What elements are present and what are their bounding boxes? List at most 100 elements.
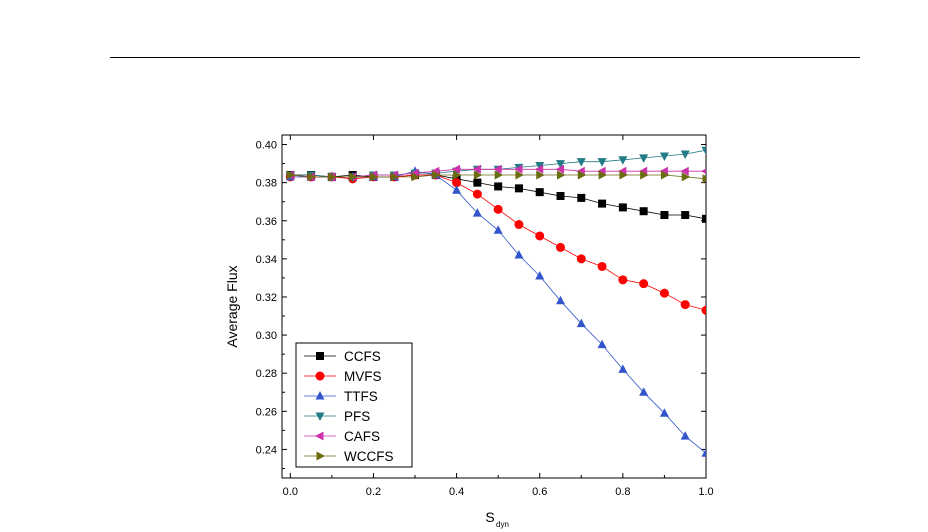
data-point-square: [473, 178, 482, 187]
legend: CCFS MVFS TTFS PFS CAFS WCCFS: [295, 342, 413, 468]
y-tick-label: 0.30: [256, 330, 277, 342]
data-point-square: [598, 199, 607, 208]
data-point-triangle-right: [660, 170, 670, 180]
data-point-triangle-up: [535, 271, 545, 280]
legend-label: TTFS: [344, 389, 378, 404]
data-point-circle: [493, 204, 503, 214]
data-point-triangle-right: [286, 170, 296, 180]
x-tick-label: 0.6: [532, 486, 547, 498]
data-point-square: [577, 193, 586, 202]
y-tick-label: 0.38: [256, 178, 277, 190]
data-point-triangle-right: [598, 170, 608, 180]
data-point-circle: [680, 300, 690, 310]
x-tick-label: 1.0: [698, 486, 713, 498]
x-tick-label: 0.4: [449, 486, 464, 498]
legend-box: [295, 342, 413, 468]
legend-label: CAFS: [344, 429, 380, 444]
data-point-square: [660, 211, 669, 220]
data-point-triangle-down: [315, 412, 325, 421]
y-tick-label: 0.36: [256, 216, 277, 228]
data-point-circle: [556, 242, 566, 252]
data-point-triangle-right: [640, 170, 649, 180]
data-point-triangle-right: [494, 170, 504, 180]
data-point-triangle-right: [515, 170, 524, 180]
data-point-triangle-left: [701, 168, 706, 174]
legend-label: MVFS: [344, 369, 382, 384]
data-point-triangle-right: [432, 170, 441, 180]
data-point-triangle-up: [556, 295, 566, 305]
data-point-circle: [701, 305, 706, 315]
data-point-triangle-right: [619, 170, 628, 180]
x-tick-label: 0.0: [283, 486, 298, 498]
data-point-triangle-up: [315, 391, 325, 400]
data-point-square: [316, 352, 324, 360]
data-point-triangle-up: [597, 339, 607, 349]
data-point-triangle-up: [452, 185, 462, 194]
data-point-triangle-left: [451, 164, 461, 174]
data-point-circle: [576, 254, 586, 264]
page-header-rule: [110, 57, 860, 58]
data-point-square: [535, 188, 544, 197]
data-point-triangle-up: [576, 318, 586, 328]
data-point-triangle-right: [349, 172, 358, 182]
x-axis-label: S: [485, 509, 494, 525]
data-point-triangle-down: [639, 154, 649, 163]
data-point-triangle-left: [493, 164, 502, 174]
x-tick-label: 0.8: [615, 486, 630, 498]
y-axis-label: Average Flux: [224, 265, 240, 347]
data-point-triangle-left: [315, 431, 324, 441]
data-point-triangle-left: [680, 166, 689, 176]
data-point-square: [494, 182, 503, 191]
data-point-triangle-right: [411, 172, 421, 182]
data-point-circle: [472, 189, 482, 199]
data-point-triangle-right: [473, 170, 483, 180]
data-point-circle: [452, 178, 462, 188]
data-point-circle: [514, 220, 524, 230]
data-point-triangle-up: [639, 387, 649, 396]
data-point-triangle-down: [701, 146, 706, 156]
data-point-triangle-right: [307, 172, 317, 182]
legend-label: CCFS: [344, 349, 381, 364]
data-point-triangle-down: [597, 158, 607, 167]
data-point-square: [702, 214, 706, 223]
data-point-triangle-right: [536, 170, 545, 180]
data-point-triangle-left: [513, 164, 523, 174]
data-point-triangle-right: [390, 172, 400, 182]
data-point-triangle-right: [702, 174, 706, 184]
data-point-triangle-right: [577, 170, 587, 180]
data-point-triangle-left: [472, 164, 481, 174]
data-point-triangle-down: [535, 161, 545, 171]
data-point-triangle-up: [618, 364, 628, 373]
y-tick-label: 0.24: [256, 444, 277, 456]
data-point-square: [618, 203, 627, 212]
data-point-triangle-down: [556, 160, 566, 169]
data-point-triangle-up: [659, 408, 669, 417]
data-point-triangle-up: [680, 431, 690, 440]
data-point-triangle-right: [328, 172, 337, 182]
y-tick-label: 0.26: [256, 406, 277, 418]
data-point-triangle-right: [453, 170, 462, 180]
data-point-triangle-right: [316, 451, 325, 461]
series-line: [290, 174, 706, 311]
legend-label: PFS: [344, 409, 370, 424]
data-point-triangle-up: [493, 225, 503, 234]
data-point-triangle-down: [618, 156, 628, 165]
data-point-triangle-down: [659, 152, 669, 161]
x-axis-label-sub: dyn: [496, 520, 509, 529]
data-point-circle: [618, 275, 628, 285]
data-point-circle: [639, 279, 649, 289]
data-point-square: [681, 211, 690, 220]
data-point-triangle-up: [514, 250, 524, 259]
data-point-triangle-right: [557, 170, 566, 180]
legend-label: WCCFS: [344, 449, 394, 464]
data-point-triangle-right: [369, 172, 379, 182]
y-tick-label: 0.28: [256, 368, 277, 380]
data-point-circle: [315, 371, 325, 381]
data-point-circle: [597, 261, 607, 271]
series-wccfs: [286, 170, 706, 184]
data-point-square: [556, 191, 565, 200]
data-point-square: [514, 184, 523, 193]
y-tick-label: 0.40: [256, 140, 277, 152]
data-point-triangle-down: [680, 150, 690, 160]
